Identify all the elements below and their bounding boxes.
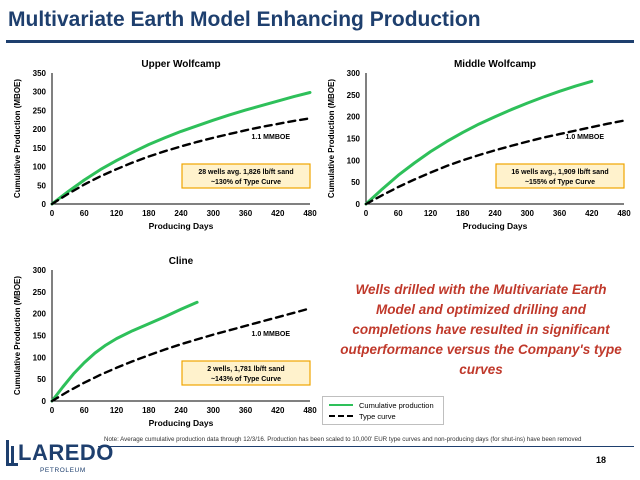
stats-callout-box: [181, 360, 311, 386]
y-tick-label: 50: [351, 178, 360, 187]
title-divider: [6, 40, 634, 43]
y-tick-label: 300: [33, 88, 47, 97]
cumulative-production-line: [50, 91, 312, 206]
stats-line-wells: 2 wells, 1,781 lb/ft sand: [207, 366, 284, 373]
x-tick-label: 0: [50, 209, 55, 218]
x-tick-label: 480: [303, 406, 317, 415]
y-tick-label: 350: [33, 69, 47, 78]
y-tick-label: 0: [42, 200, 47, 209]
x-tick-label: 420: [271, 209, 285, 218]
legend-swatch-type-curve: [329, 415, 353, 417]
y-tick-label: 0: [42, 397, 47, 406]
type-curve-line: [364, 119, 626, 206]
stats-line-percent: ~130% of Type Curve: [211, 179, 281, 186]
x-tick-label: 300: [207, 406, 221, 415]
y-tick-label: 300: [33, 266, 47, 275]
company-logo: LAREDO PETROLEUM: [6, 438, 113, 478]
legend-item-cumulative: Cumulative production: [329, 399, 434, 411]
y-tick-label: 150: [33, 332, 47, 341]
y-tick-label: 150: [347, 135, 361, 144]
type-curve-line: [50, 307, 312, 403]
x-tick-label: 360: [239, 209, 253, 218]
y-tick-label: 50: [37, 181, 46, 190]
y-axis-label: Cumulative Production (MBOE): [13, 79, 22, 198]
type-curve-line: [50, 117, 312, 206]
x-tick-label: 420: [271, 406, 285, 415]
x-tick-label: 420: [585, 209, 599, 218]
x-tick-label: 360: [553, 209, 567, 218]
x-axis-label: Producing Days: [149, 418, 214, 428]
legend-item-type-curve: Type curve: [329, 410, 396, 422]
x-tick-label: 300: [207, 209, 221, 218]
y-tick-label: 200: [33, 125, 47, 134]
slide-title: Multivariate Earth Model Enhancing Produ…: [8, 8, 481, 31]
y-tick-label: 100: [347, 156, 361, 165]
x-tick-label: 480: [303, 209, 317, 218]
x-tick-label: 120: [110, 209, 124, 218]
x-tick-label: 60: [394, 209, 403, 218]
y-tick-label: 150: [33, 144, 47, 153]
legend-swatch-cumulative: [329, 404, 353, 406]
stats-line-wells: 16 wells avg., 1,909 lb/ft sand: [511, 169, 608, 176]
stats-callout-box: [495, 163, 625, 189]
y-tick-label: 200: [347, 113, 361, 122]
x-axis-label: Producing Days: [149, 221, 214, 231]
callout-text: Wells drilled with the Multivariate Eart…: [340, 282, 622, 377]
x-tick-label: 180: [456, 209, 470, 218]
page-number: 18: [596, 455, 607, 465]
eur-label: 1.0 MMBOE: [251, 331, 290, 338]
x-tick-label: 360: [239, 406, 253, 415]
x-tick-label: 180: [142, 406, 156, 415]
chart-cline: Cline 0 50 100 150 200 250 300 0 60 120 180 240 300 36…: [13, 256, 317, 428]
cumulative-production-line: [50, 300, 199, 403]
chart-title: Upper Wolfcamp: [141, 59, 220, 70]
x-tick-label: 240: [174, 209, 188, 218]
chart-title: Cline: [169, 256, 194, 267]
x-tick-label: 180: [142, 209, 156, 218]
footnote: Note: Average cumulative production data…: [104, 436, 582, 443]
x-tick-label: 120: [424, 209, 438, 218]
y-tick-label: 250: [347, 91, 361, 100]
stats-line-wells: 28 wells avg. 1,826 lb/ft sand: [198, 169, 293, 176]
legend-label-type-curve: Type curve: [359, 411, 396, 421]
x-tick-label: 300: [521, 209, 535, 218]
footer-divider: [98, 446, 634, 447]
y-tick-label: 250: [33, 288, 47, 297]
y-tick-label: 100: [33, 163, 47, 172]
x-tick-label: 0: [364, 209, 369, 218]
y-tick-label: 50: [37, 375, 46, 384]
legend-label-cumulative: Cumulative production: [359, 400, 434, 410]
y-axis-label: Cumulative Production (MBOE): [327, 79, 336, 198]
logo-wordmark: LAREDO: [18, 440, 114, 465]
x-tick-label: 0: [50, 406, 55, 415]
chart-title: Middle Wolfcamp: [454, 59, 536, 70]
y-tick-label: 100: [33, 353, 47, 362]
x-tick-label: 120: [110, 406, 124, 415]
y-tick-label: 0: [356, 200, 361, 209]
y-tick-label: 300: [347, 69, 361, 78]
x-tick-label: 240: [488, 209, 502, 218]
stats-callout-box: [181, 163, 311, 189]
cumulative-production-line: [364, 79, 594, 206]
x-axis-label: Producing Days: [463, 221, 528, 231]
logo-subtitle: PETROLEUM: [40, 467, 86, 474]
eur-label: 1.1 MMBOE: [251, 134, 290, 141]
logo-mark-icon: [6, 440, 18, 466]
stats-line-percent: ~155% of Type Curve: [525, 179, 595, 186]
x-tick-label: 240: [174, 406, 188, 415]
x-tick-label: 60: [80, 406, 89, 415]
stats-line-percent: ~143% of Type Curve: [211, 376, 281, 383]
y-tick-label: 250: [33, 106, 47, 115]
x-tick-label: 60: [80, 209, 89, 218]
y-axis-label: Cumulative Production (MBOE): [13, 276, 22, 395]
chart-upper-wolfcamp: Upper Wolfcamp 0 50 100 150 200 250 300 350 0 60 12…: [13, 59, 317, 231]
chart-middle-wolfcamp: Middle Wolfcamp 0 50 100 150 200 250 300 0 60 120 1…: [327, 59, 631, 231]
chart-legend: Cumulative production Type curve: [322, 396, 444, 425]
x-tick-label: 480: [617, 209, 631, 218]
y-tick-label: 200: [33, 310, 47, 319]
eur-label: 1.0 MMBOE: [565, 134, 604, 141]
